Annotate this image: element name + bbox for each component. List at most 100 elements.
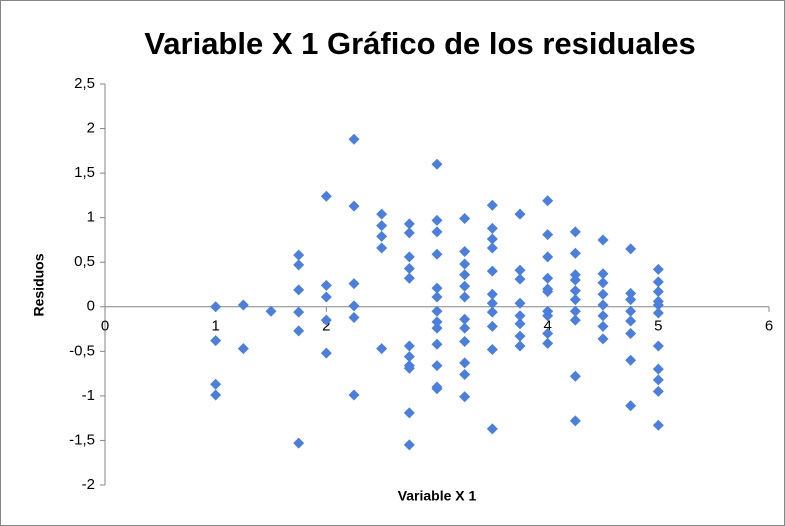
data-point (542, 229, 554, 241)
data-point (514, 273, 526, 285)
data-point (431, 291, 443, 303)
x-tick-label: 5 (654, 318, 662, 335)
data-point (486, 344, 498, 356)
data-point (625, 328, 637, 340)
y-tick-label: -2 (82, 476, 95, 493)
data-point (431, 214, 443, 226)
data-point (597, 277, 609, 289)
data-point (486, 233, 498, 245)
data-point (486, 242, 498, 254)
data-point (320, 190, 332, 202)
data-point (597, 320, 609, 332)
data-point (486, 222, 498, 234)
x-tick-label: 0 (101, 318, 109, 335)
data-point (431, 338, 443, 350)
data-point (320, 279, 332, 291)
data-point (293, 437, 305, 449)
data-point (569, 285, 581, 297)
data-point (625, 305, 637, 317)
data-point (293, 284, 305, 296)
data-point (514, 310, 526, 322)
data-point (652, 340, 664, 352)
data-point (569, 226, 581, 238)
data-point (320, 314, 332, 326)
data-point (569, 294, 581, 306)
data-point (403, 407, 415, 419)
data-point (403, 227, 415, 239)
data-point (652, 419, 664, 431)
data-point (597, 299, 609, 311)
data-point (542, 272, 554, 284)
data-point (459, 246, 471, 258)
data-point (431, 158, 443, 170)
data-point (293, 306, 305, 318)
data-point (459, 336, 471, 348)
data-point (348, 133, 360, 145)
data-point (348, 278, 360, 290)
data-point (569, 274, 581, 286)
data-point (431, 248, 443, 260)
x-tick-label: 2 (322, 318, 330, 335)
data-point (459, 258, 471, 270)
data-point (542, 286, 554, 298)
data-point (459, 280, 471, 292)
data-point (459, 322, 471, 334)
data-point (542, 337, 554, 349)
data-point (210, 378, 222, 390)
data-point (431, 226, 443, 238)
data-point (320, 291, 332, 303)
y-tick-label: 0,5 (74, 253, 95, 270)
data-point (431, 360, 443, 372)
data-point (597, 288, 609, 300)
data-point (403, 439, 415, 451)
data-point (431, 383, 443, 395)
data-point (486, 320, 498, 332)
y-tick-label: 0 (87, 298, 95, 315)
data-point (597, 234, 609, 246)
data-point (210, 301, 222, 313)
data-point (569, 415, 581, 427)
data-point (625, 400, 637, 412)
data-point (293, 259, 305, 271)
data-point (403, 218, 415, 230)
data-point (376, 343, 388, 355)
data-point (348, 311, 360, 323)
data-point (652, 307, 664, 319)
data-point (403, 251, 415, 263)
data-point (514, 340, 526, 352)
data-point (652, 299, 664, 311)
x-tick-label: 6 (765, 318, 773, 335)
data-point (569, 370, 581, 382)
data-point (486, 423, 498, 435)
data-point (431, 305, 443, 317)
data-point (210, 389, 222, 401)
data-point (542, 310, 554, 322)
data-point (569, 314, 581, 326)
data-point (265, 305, 277, 317)
data-point (348, 200, 360, 212)
data-point (486, 199, 498, 211)
x-tick-label: 1 (211, 318, 219, 335)
data-point (652, 363, 664, 375)
data-point (403, 362, 415, 374)
data-point (459, 291, 471, 303)
data-point (625, 354, 637, 366)
x-tick-label: 4 (543, 318, 551, 335)
data-point (486, 297, 498, 309)
y-axis-label: Residuos (31, 253, 47, 316)
data-point (625, 287, 637, 299)
data-point (293, 325, 305, 337)
data-point (348, 389, 360, 401)
data-point (376, 242, 388, 254)
data-point (597, 333, 609, 345)
data-point (569, 305, 581, 317)
data-point (514, 297, 526, 309)
data-point (514, 318, 526, 330)
data-point (376, 208, 388, 220)
data-point (597, 310, 609, 322)
data-point (514, 208, 526, 220)
data-point (652, 276, 664, 288)
chart-title: Variable X 1 Gráfico de los residuales (144, 26, 695, 61)
